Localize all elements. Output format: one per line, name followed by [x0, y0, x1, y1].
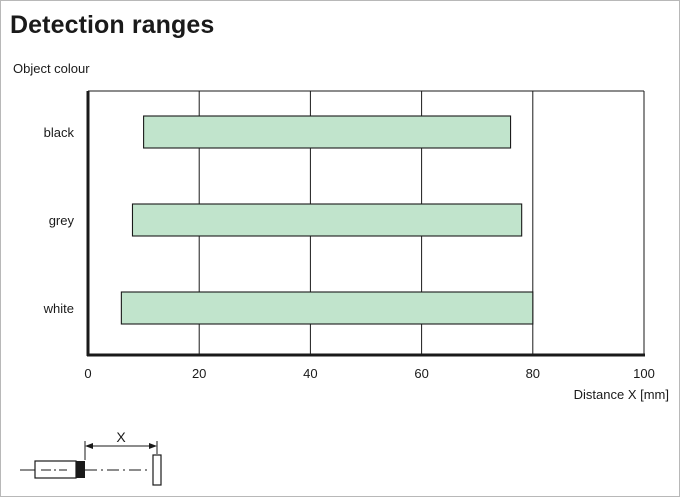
labels: black grey white 0 20 40 60 80 100 — [43, 125, 655, 381]
bars — [120, 115, 534, 325]
target-object-icon — [152, 454, 162, 486]
bar-white — [120, 291, 534, 325]
category-label-black: black — [44, 125, 75, 140]
x-tick-label-40: 40 — [303, 366, 317, 381]
category-label-white: white — [43, 301, 74, 316]
x-tick-label-20: 20 — [192, 366, 206, 381]
axes — [86, 91, 645, 357]
arrow-right-icon — [149, 443, 157, 449]
x-axis-label: Distance X [mm] — [574, 387, 669, 402]
chart-title: Detection ranges — [10, 11, 215, 39]
x-tick-label-60: 60 — [414, 366, 428, 381]
bar-grey — [131, 203, 523, 237]
x-tick-label-100: 100 — [633, 366, 655, 381]
category-label-grey: grey — [49, 213, 75, 228]
arrow-left-icon — [85, 443, 93, 449]
sensor-lens-icon — [76, 461, 85, 478]
x-tick-label-80: 80 — [526, 366, 540, 381]
x-tick-label-0: 0 — [84, 366, 91, 381]
sensor-diagram: X — [20, 429, 162, 486]
bar-black — [143, 115, 512, 149]
dimension-label: X — [116, 429, 126, 445]
y-axis-label: Object colour — [13, 61, 90, 76]
